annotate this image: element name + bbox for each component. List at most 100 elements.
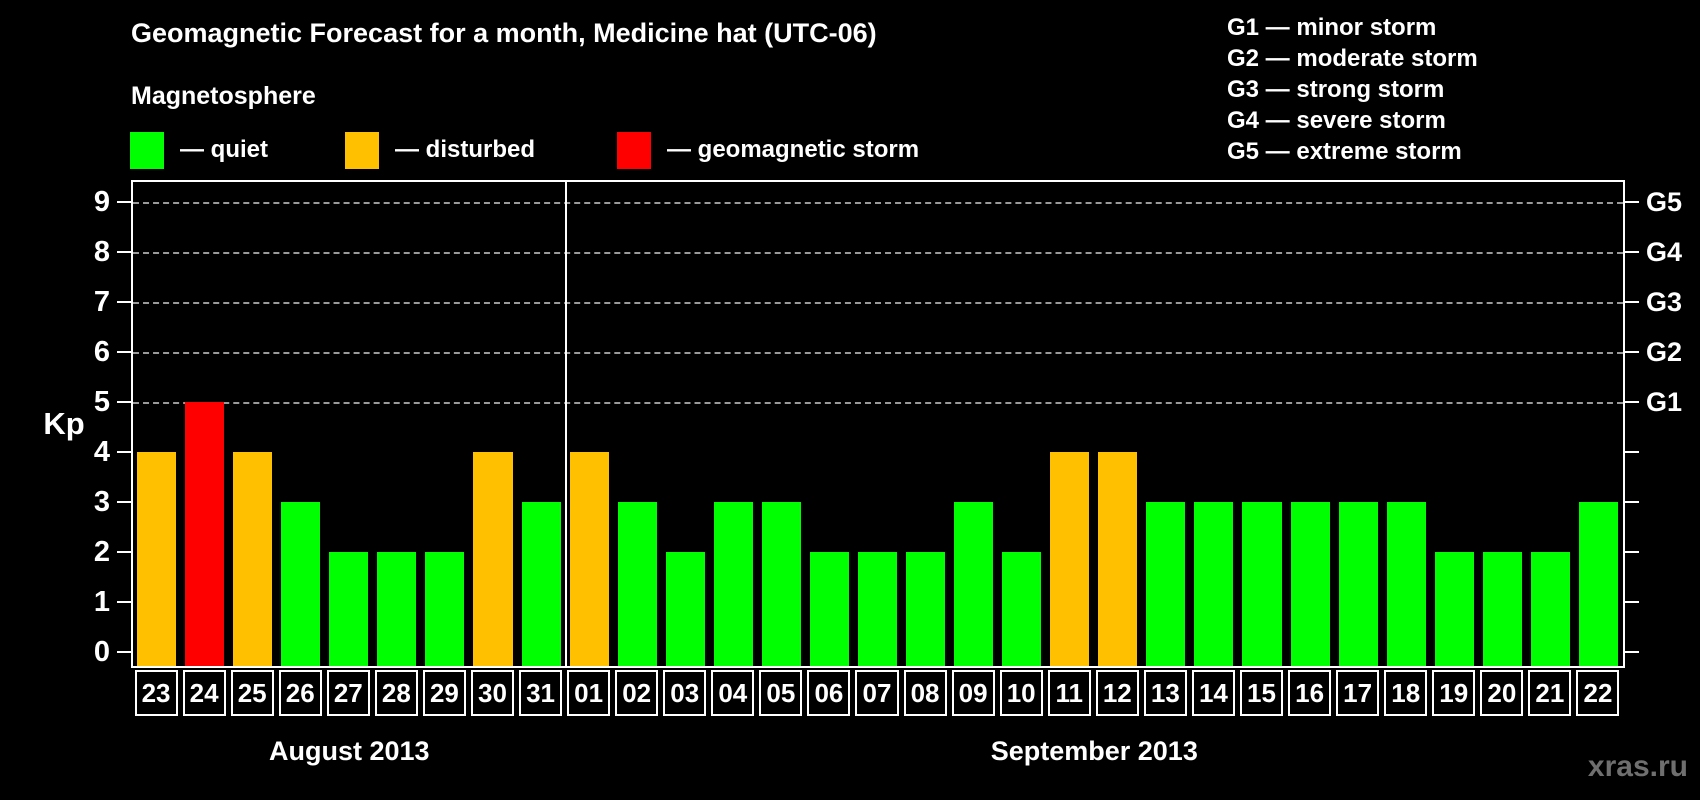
kp-bar-day-16: [1290, 502, 1330, 666]
day-cell-16: 16: [1288, 670, 1332, 716]
kp-bar-day-24: [185, 402, 225, 666]
y-axis-label: Kp: [43, 406, 85, 441]
day-cell-24: 24: [182, 670, 226, 716]
y-tickmark-right-2: [1625, 551, 1639, 553]
day-cell-03: 03: [663, 670, 707, 716]
day-cell-06: 06: [807, 670, 851, 716]
day-cell-22: 22: [1576, 670, 1620, 716]
y-tickmark-left-1: [117, 601, 131, 603]
kp-bar-day-28: [377, 552, 417, 666]
chart-plot-area: [131, 180, 1625, 668]
kp-bar-day-20: [1482, 552, 1522, 666]
y-tickmark-left-5: [117, 401, 131, 403]
y-tick-label-2: 2: [93, 536, 110, 568]
y-tickmark-right-7: [1625, 301, 1639, 303]
day-cell-31: 31: [519, 670, 563, 716]
kp-bar-day-31: [521, 502, 561, 666]
y-tickmark-right-6: [1625, 351, 1639, 353]
y-tick-label-7: 7: [93, 286, 110, 318]
g-axis-label-G2: G2: [1646, 337, 1683, 367]
day-cell-27: 27: [326, 670, 370, 716]
legend-label-storm: — geomagnetic storm: [667, 136, 920, 163]
y-tickmark-left-2: [117, 551, 131, 553]
kp-bar-day-13: [1146, 502, 1186, 666]
legend-swatch-storm-icon: [617, 131, 651, 169]
kp-bar-day-02: [617, 502, 657, 666]
y-tickmark-left-8: [117, 251, 131, 253]
day-cell-28: 28: [374, 670, 418, 716]
g-legend-line-2: G2 — moderate storm: [1227, 45, 1478, 72]
y-tickmark-right-9: [1625, 201, 1639, 203]
watermark: xras.ru: [1587, 750, 1688, 783]
day-cell-04: 04: [711, 670, 755, 716]
g-legend-line-5: G5 — extreme storm: [1227, 138, 1462, 165]
kp-bar-day-15: [1242, 502, 1282, 666]
day-cell-29: 29: [422, 670, 466, 716]
day-cell-09: 09: [951, 670, 995, 716]
y-tick-label-0: 0: [93, 636, 110, 668]
kp-bar-day-11: [1050, 452, 1090, 666]
kp-bar-day-22: [1578, 502, 1618, 666]
y-tickmark-left-9: [117, 201, 131, 203]
day-cell-25: 25: [230, 670, 274, 716]
y-tick-label-9: 9: [93, 186, 110, 218]
g-legend-line-1: G1 — minor storm: [1227, 14, 1437, 41]
kp-bar-day-27: [329, 552, 369, 666]
day-cell-19: 19: [1432, 670, 1476, 716]
magnetosphere-legend-heading: Magnetosphere: [131, 82, 316, 110]
day-cell-11: 11: [1047, 670, 1091, 716]
legend-swatch-disturbed-icon: [345, 131, 379, 169]
y-tickmark-right-8: [1625, 251, 1639, 253]
kp-bar-day-25: [233, 452, 273, 666]
legend-label-disturbed: — disturbed: [395, 136, 536, 163]
kp-bar-day-08: [906, 552, 946, 666]
legend-swatch-quiet-icon: [130, 131, 164, 169]
g-legend-line-3: G3 — strong storm: [1227, 76, 1445, 103]
day-cell-26: 26: [278, 670, 322, 716]
y-tickmark-left-0: [117, 651, 131, 653]
kp-bar-day-29: [425, 552, 465, 666]
gridline-kp5: [133, 402, 1623, 404]
kp-bar-day-14: [1194, 502, 1234, 666]
legend-label-quiet: — quiet: [180, 136, 268, 163]
day-cell-20: 20: [1480, 670, 1524, 716]
day-cell-08: 08: [903, 670, 947, 716]
kp-bar-day-17: [1338, 502, 1378, 666]
kp-bar-day-01: [569, 452, 609, 666]
y-tickmark-left-6: [117, 351, 131, 353]
y-tick-label-3: 3: [93, 486, 110, 518]
y-tickmark-right-3: [1625, 501, 1639, 503]
gridline-kp6: [133, 352, 1623, 354]
kp-bar-day-07: [857, 552, 898, 666]
y-tickmark-left-3: [117, 501, 131, 503]
g-axis-label-G5: G5: [1646, 187, 1683, 217]
day-cell-18: 18: [1384, 670, 1428, 716]
y-tick-label-6: 6: [93, 336, 110, 368]
month-label-1: September 2013: [990, 736, 1198, 766]
y-tickmark-right-1: [1625, 601, 1639, 603]
month-label-0: August 2013: [269, 736, 430, 766]
y-tickmark-right-0: [1625, 651, 1639, 653]
legend-item-disturbed: — disturbed: [345, 130, 535, 170]
kp-bar-day-21: [1530, 552, 1570, 666]
y-tickmark-left-7: [117, 301, 131, 303]
g-axis-label-G1: G1: [1646, 387, 1683, 417]
day-cell-30: 30: [470, 670, 514, 716]
y-tickmark-right-4: [1625, 451, 1639, 453]
day-cell-13: 13: [1143, 670, 1187, 716]
gridline-kp8: [133, 252, 1623, 254]
month-separator-line: [564, 182, 567, 666]
g-scale-legend: G1 — minor storm G2 — moderate storm G3 — …: [1227, 12, 1478, 167]
day-cell-15: 15: [1239, 670, 1284, 716]
g-axis-label-G3: G3: [1646, 287, 1683, 317]
g-legend-line-4: G4 — severe storm: [1227, 107, 1446, 134]
g-axis-label-G4: G4: [1646, 237, 1683, 267]
y-tick-label-5: 5: [93, 386, 110, 418]
kp-bar-day-12: [1098, 452, 1138, 666]
page-title: Geomagnetic Forecast for a month, Medici…: [131, 18, 877, 48]
gridline-kp9: [133, 202, 1623, 204]
kp-bar-day-03: [665, 552, 705, 666]
day-cell-14: 14: [1191, 670, 1235, 716]
day-cell-12: 12: [1095, 670, 1139, 716]
y-tick-label-1: 1: [93, 586, 110, 618]
